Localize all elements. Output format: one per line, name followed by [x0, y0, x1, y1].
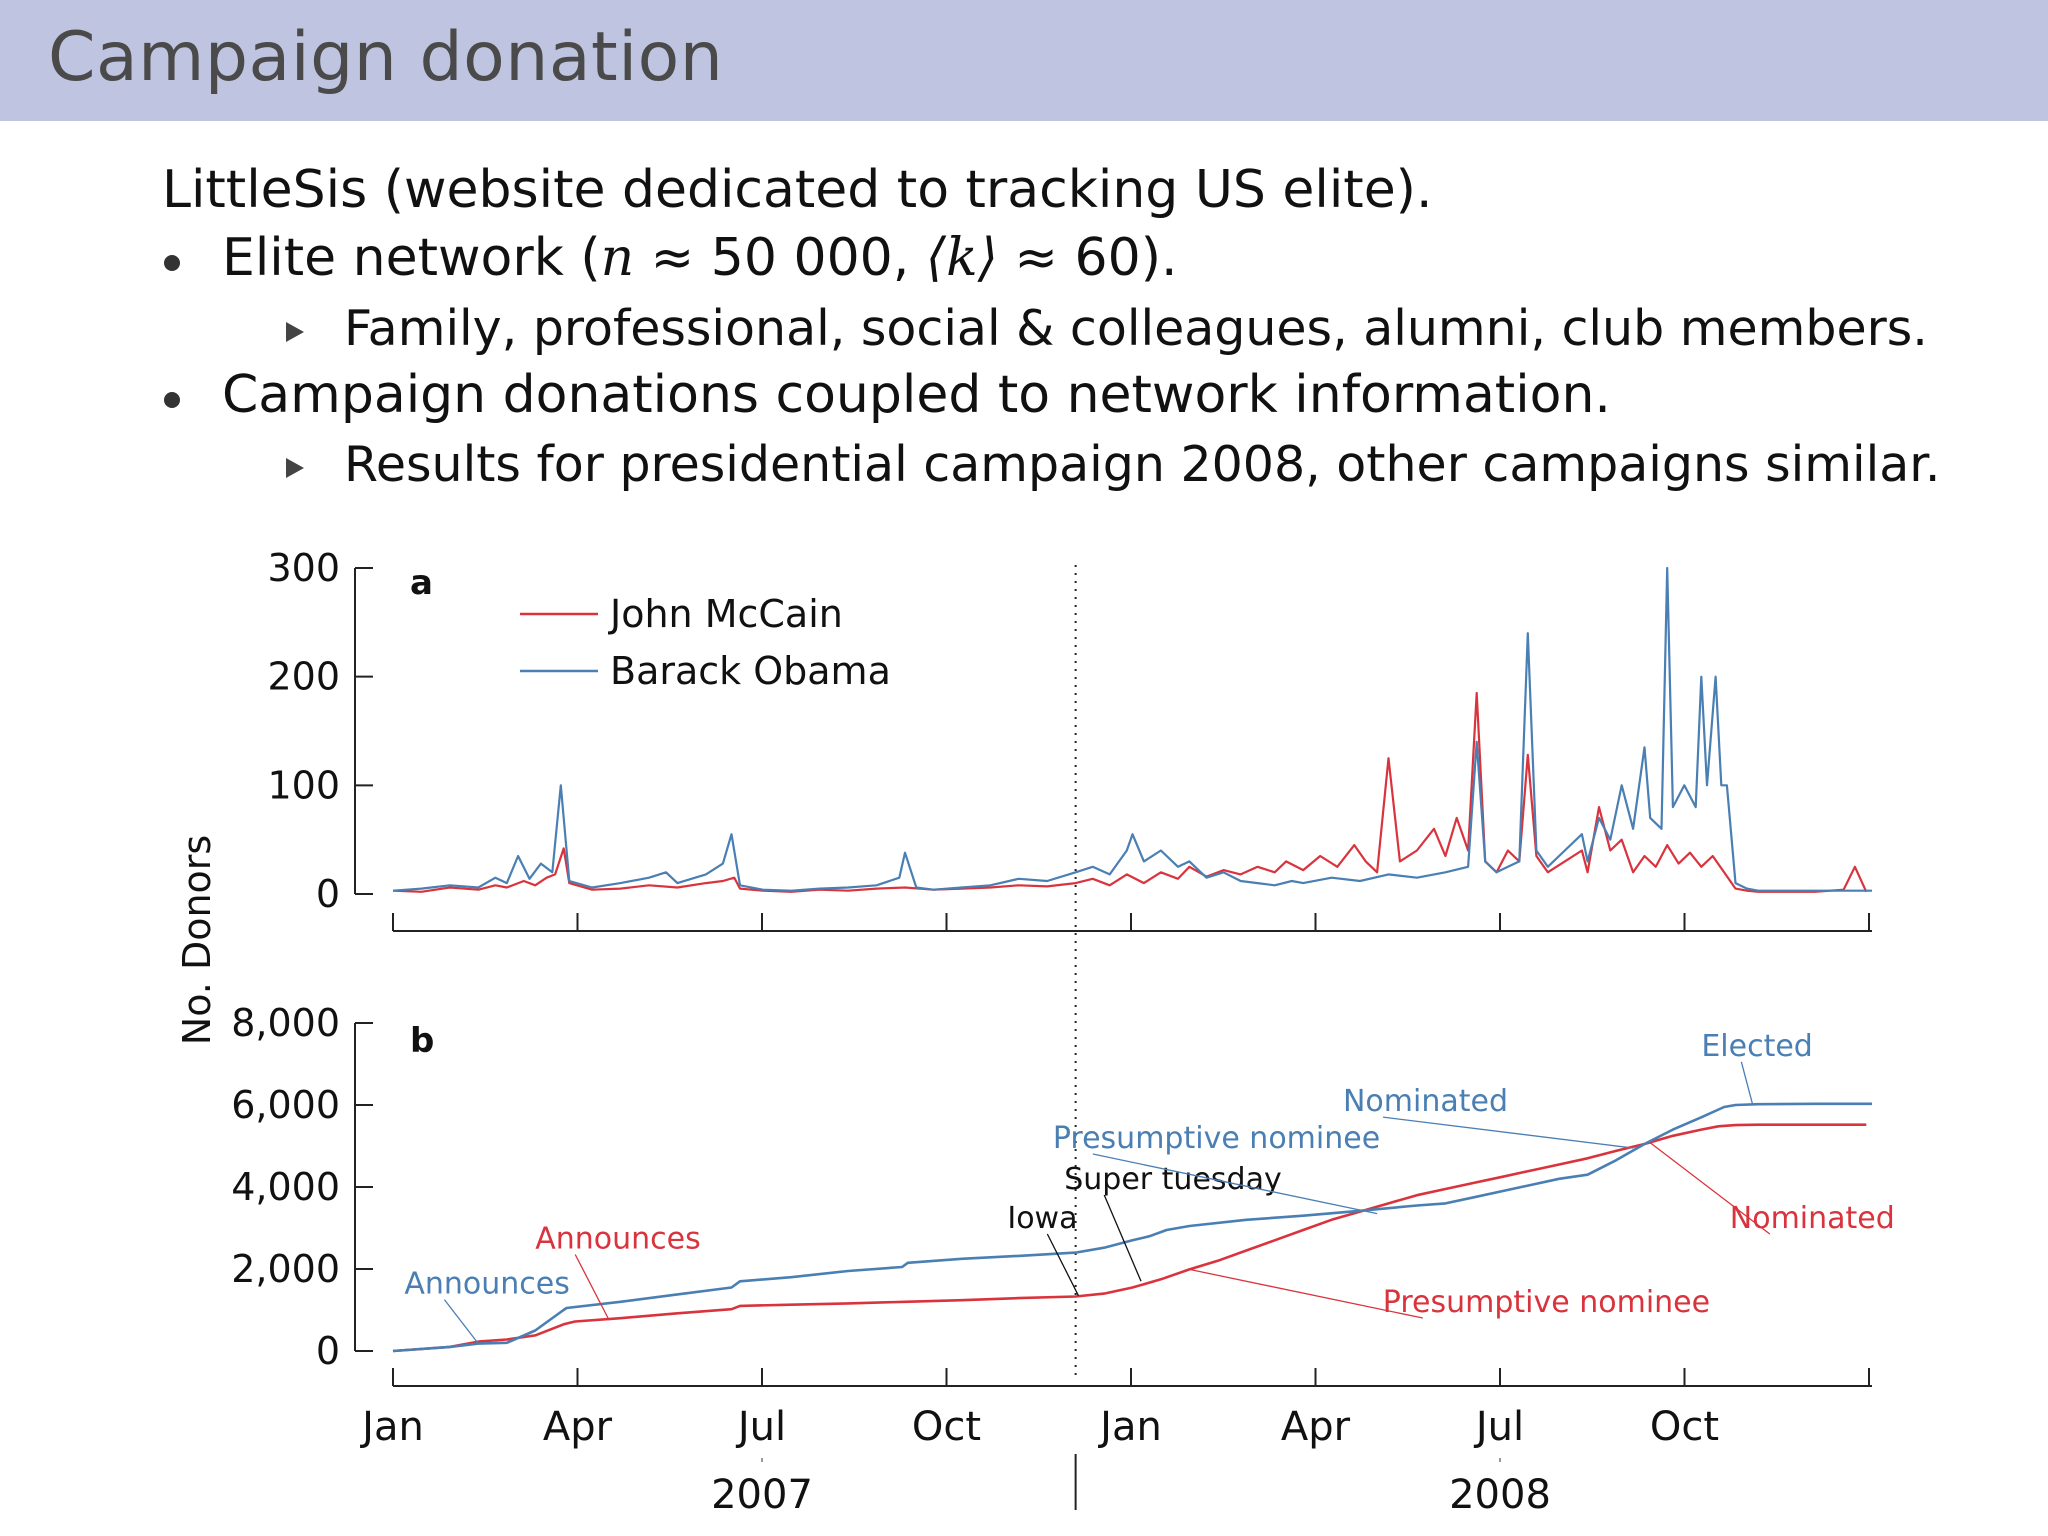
- intro-line: LittleSis (website dedicated to tracking…: [162, 160, 1433, 220]
- bullet-1-n-rel: ≈ 50 000,: [634, 228, 926, 288]
- x-tick-label: Jul: [735, 1404, 786, 1450]
- panel-b-series-john-mccain: [392, 1123, 1867, 1353]
- x-tick-label: Oct: [912, 1404, 981, 1450]
- panel-a-y-tick-label: 300: [267, 546, 340, 590]
- panel-a-y-tick-label: 100: [267, 763, 340, 807]
- x-tick-label: Apr: [1281, 1404, 1351, 1450]
- annotation-leader: [1046, 1233, 1080, 1296]
- bullet-2: Campaign donations coupled to network in…: [222, 365, 1611, 425]
- annotation-label: Elected: [1701, 1029, 1813, 1064]
- bullet-1-pre: Elite network (: [222, 228, 601, 288]
- panel-b-y-tick-label: 4,000: [231, 1165, 340, 1209]
- legend-mccain-label: John McCain: [608, 592, 843, 636]
- panel-b-y-tick-label: 6,000: [231, 1083, 340, 1127]
- year-label: 2007: [711, 1472, 813, 1518]
- sub-bullet-1: Family, professional, social & colleague…: [344, 300, 1928, 357]
- bullet-1: Elite network (n ≈ 50 000, ⟨k⟩ ≈ 60).: [222, 228, 1178, 288]
- panel-b-series-barack-obama: [392, 1102, 1872, 1353]
- annotation-leader: [443, 1299, 479, 1345]
- bullet-1-k-rel: ≈ 60).: [997, 228, 1178, 288]
- x-tick-label: Jan: [1097, 1404, 1162, 1450]
- panel-b-y-tick-label: 8,000: [231, 1001, 340, 1045]
- title-bar: Campaign donation: [0, 0, 2048, 121]
- annotation-leader: [574, 1254, 610, 1321]
- panel-a-label: a: [410, 563, 433, 603]
- x-tick-label: Jul: [1473, 1404, 1524, 1450]
- annotation-label: Iowa: [1007, 1201, 1077, 1236]
- x-axis: Jan Apr Jul Oct Jan Apr Jul Oct 2007 2008: [359, 1368, 1872, 1518]
- panel-b-y-tick-label: 0: [316, 1329, 340, 1373]
- bullet-1-k: ⟨k⟩: [925, 228, 998, 288]
- x-tick-label: Apr: [543, 1404, 613, 1450]
- slide-title: Campaign donation: [48, 18, 724, 97]
- panel-a-y-tick-label: 0: [316, 872, 340, 916]
- annotation-label: Presumptive nominee: [1053, 1121, 1380, 1156]
- panel-b: b 0 2,000 4,000 6,000 8,000 Announces Announce…: [231, 1001, 1895, 1373]
- sub-bullet-arrow-1: [286, 322, 304, 342]
- panel-b-label: b: [410, 1021, 434, 1061]
- x-tick-label: Oct: [1650, 1404, 1719, 1450]
- legend-obama-label: Barack Obama: [610, 649, 891, 693]
- annotation-label: Super tuesday: [1064, 1162, 1281, 1197]
- annotation-label: Nominated: [1343, 1084, 1508, 1119]
- bullet-dot-2: [164, 392, 180, 408]
- x-tick-label: Jan: [359, 1404, 424, 1450]
- sub-bullet-arrow-2: [286, 458, 304, 478]
- annotation-leader: [1189, 1268, 1423, 1319]
- annotation-label: Announces: [404, 1267, 570, 1302]
- panel-b-y-tick-label: 2,000: [231, 1247, 340, 1291]
- annotation-leader: [1382, 1116, 1634, 1149]
- panel-a: a John McCain Barack Obama 0 100 200 300: [267, 546, 1872, 932]
- annotation-label: Announces: [535, 1222, 701, 1257]
- annotation-leader: [1103, 1194, 1142, 1282]
- annotation-leader: [1740, 1061, 1754, 1105]
- bullet-dot-1: [164, 255, 180, 271]
- sub-bullet-2: Results for presidential campaign 2008, …: [344, 436, 1941, 493]
- panel-a-series-barack-obama: [392, 566, 1872, 892]
- bullet-1-n: n: [600, 228, 635, 288]
- annotation-leader: [1092, 1153, 1378, 1215]
- panel-a-series-john-mccain: [392, 691, 1868, 893]
- year-label: 2008: [1449, 1472, 1551, 1518]
- annotation-leader: [1649, 1142, 1771, 1235]
- annotation-label: Presumptive nominee: [1383, 1285, 1710, 1320]
- annotation-label: Nominated: [1730, 1201, 1895, 1236]
- y-axis-label: No. Donors: [175, 835, 219, 1045]
- panel-a-y-tick-label: 200: [267, 655, 340, 699]
